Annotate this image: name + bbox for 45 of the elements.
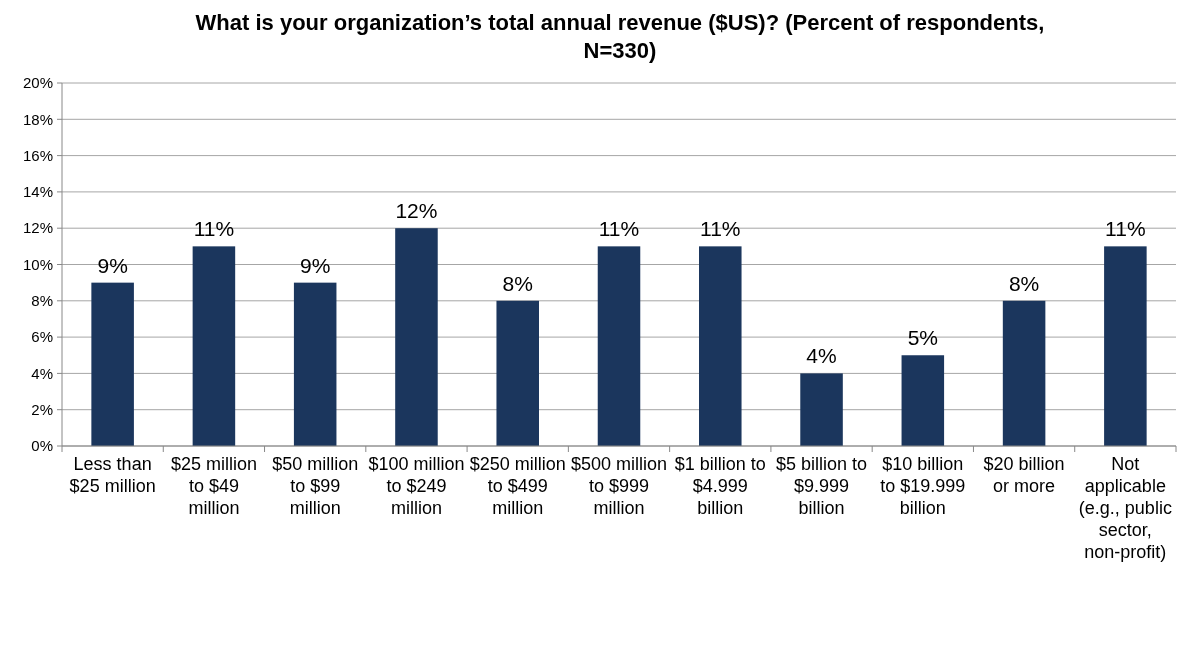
x-tick-label: $250 million to $499 million: [469, 454, 566, 518]
bar: [192, 246, 236, 446]
y-tick-label: 14%: [22, 183, 53, 201]
y-tick-label: 2%: [31, 400, 53, 418]
chart-title: What is your organization’s total annual revenue ($US)? (Percent of respondents, N=330): [195, 10, 1045, 63]
x-tick-label: $10 billion to $19.999 billion: [880, 454, 966, 518]
bar: [395, 228, 438, 446]
x-tick-label: $500 million to $999 million: [570, 454, 668, 518]
x-tick-label: $50 million to $99 million: [272, 454, 359, 518]
bar: [1002, 300, 1046, 446]
bar: [901, 355, 945, 446]
x-tick-label: $100 million to $249 million: [368, 454, 465, 518]
x-tick-label: $5 billion to $9.999 billion: [776, 454, 868, 518]
data-label: 12%: [395, 199, 438, 223]
bar: [597, 246, 641, 446]
data-label: 5%: [907, 326, 938, 350]
data-label: 11%: [193, 217, 235, 241]
y-tick-label: 20%: [22, 74, 53, 92]
x-tick-label: $25 million to $49 million: [170, 454, 257, 518]
bar: [1104, 246, 1147, 446]
bar: [800, 373, 843, 446]
y-tick-label: 18%: [22, 110, 53, 128]
y-tick-label: 4%: [31, 364, 53, 382]
data-label: 9%: [97, 253, 128, 277]
data-label: 8%: [1008, 271, 1040, 295]
y-tick-label: 16%: [22, 146, 53, 164]
x-tick-label: $20 billion or more: [983, 454, 1065, 496]
bar: [699, 246, 742, 446]
data-label: 4%: [806, 344, 837, 368]
x-tick-label: Less than $25 million: [69, 454, 156, 496]
y-tick-label: 0%: [31, 437, 53, 455]
x-tick-label: $1 billion to $4.999 billion: [674, 454, 766, 518]
y-tick-label: 10%: [22, 255, 53, 273]
data-label: 11%: [598, 217, 640, 241]
data-label: 11%: [700, 217, 741, 241]
bar: [91, 282, 134, 446]
x-tick-label: Not applicable (e.g., public sector, non-profit): [1078, 454, 1172, 562]
bar: [496, 300, 539, 446]
y-tick-label: 8%: [31, 292, 53, 310]
y-tick-label: 12%: [22, 219, 53, 237]
y-tick-label: 6%: [31, 328, 53, 346]
data-label: 9%: [300, 253, 331, 277]
data-label: 11%: [1105, 217, 1146, 241]
data-label: 8%: [502, 271, 533, 295]
bar: [293, 282, 337, 446]
